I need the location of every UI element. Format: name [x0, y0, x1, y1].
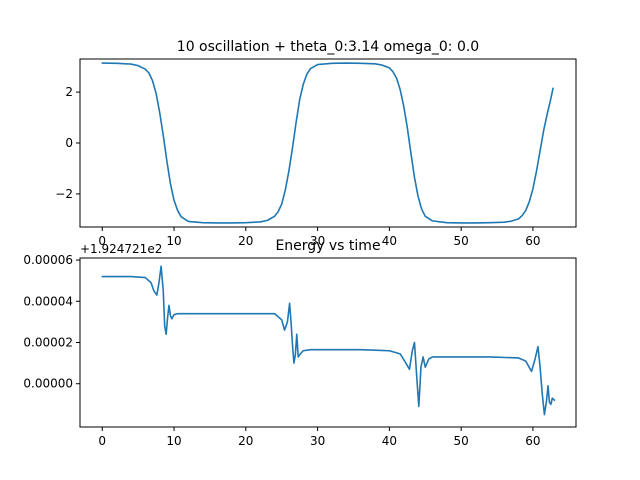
oscillation-subplot: 10 oscillation + theta_0:3.14 omega_0: 0…: [55, 39, 577, 248]
oscillation-x-tick-label: 60: [525, 234, 540, 248]
energy-y-tick-label: 0.00006: [23, 253, 73, 267]
energy-x-tick-label: 20: [238, 434, 253, 448]
oscillation-x-tick-label: 30: [310, 234, 325, 248]
energy-y-tick-label: 0.00000: [23, 377, 73, 391]
oscillation-y-tick-label: 2: [65, 85, 73, 99]
energy-subplot: Energy vs time +1.924721e2 0 10 20 30 40 50 60…: [23, 238, 577, 448]
energy-ticks: 0 10 20 30 40 50 60 0.00000 0.00002 0.00004 0.0000…: [23, 253, 540, 448]
energy-offset-text: +1.924721e2: [80, 242, 162, 256]
oscillation-chart-title: 10 oscillation + theta_0:3.14 omega_0: 0…: [177, 39, 479, 55]
energy-chart-title: Energy vs time: [275, 238, 380, 254]
energy-x-tick-label: 10: [166, 434, 181, 448]
energy-line: [101, 265, 556, 416]
oscillation-y-tick-label: −2: [55, 187, 73, 201]
energy-y-tick-label: 0.00002: [23, 336, 73, 350]
energy-x-tick-label: 30: [310, 434, 325, 448]
oscillation-x-tick-label: 0: [98, 234, 106, 248]
oscillation-x-tick-label: 10: [166, 234, 181, 248]
oscillation-y-tick-label: 0: [65, 136, 73, 150]
energy-x-tick-label: 60: [525, 434, 540, 448]
oscillation-x-tick-label: 50: [454, 234, 469, 248]
energy-x-tick-label: 40: [382, 434, 397, 448]
oscillation-x-tick-label: 20: [238, 234, 253, 248]
energy-y-tick-label: 0.00004: [23, 294, 73, 308]
oscillation-x-tick-label: 40: [382, 234, 397, 248]
energy-x-tick-label: 50: [454, 434, 469, 448]
oscillation-ticks: 0 10 20 30 40 50 60 −2 0 2: [55, 85, 540, 248]
oscillation-angle-line: [101, 62, 554, 224]
energy-x-tick-label: 0: [98, 434, 106, 448]
